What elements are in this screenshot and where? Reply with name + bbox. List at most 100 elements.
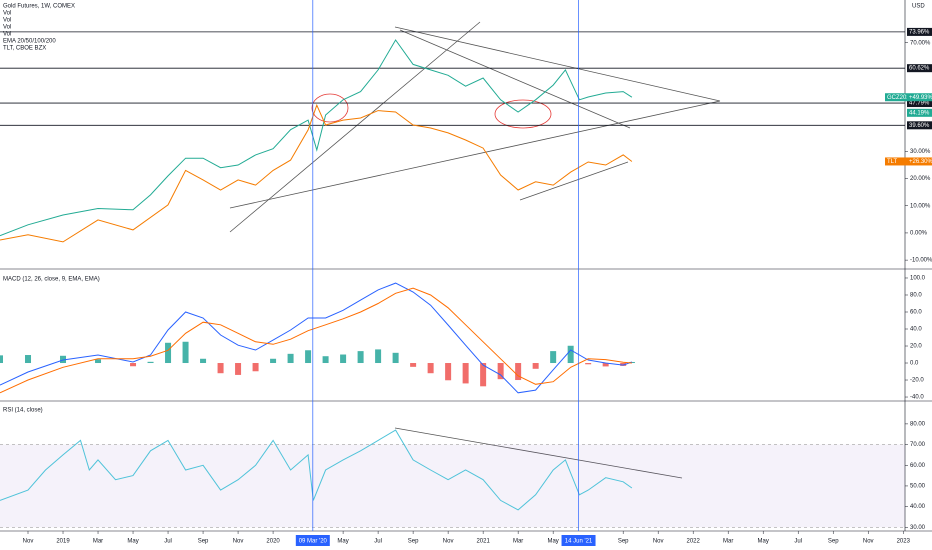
x-tick-label: Jul — [164, 539, 172, 545]
y-tick-label: 0.00% — [910, 231, 928, 237]
last-value-label: +26.30% — [909, 159, 932, 165]
annotation-label: 44.19% — [909, 110, 930, 116]
histogram-bar — [445, 363, 452, 381]
rsi-title: RSI (14, close) — [3, 408, 43, 414]
pane-borders — [0, 0, 932, 532]
histogram-bar — [585, 363, 592, 365]
macd-title: MACD (12, 26, close, 9, EMA, EMA) — [3, 277, 100, 283]
histogram-bar — [427, 363, 434, 374]
last-value-bg — [907, 93, 932, 102]
histogram-bar — [357, 351, 364, 364]
x-tick-label: 2019 — [56, 539, 70, 545]
histogram-bar — [95, 359, 102, 364]
y-tick-label: 60.00 — [910, 463, 926, 469]
histogram-bar — [287, 353, 294, 364]
y-tick-label: 70.00% — [910, 40, 931, 46]
y-tick-label: 20.0 — [910, 344, 922, 350]
series-line — [0, 287, 632, 394]
histogram-bar — [410, 363, 417, 367]
y-tick-label: 10.00% — [910, 203, 931, 209]
trendline — [399, 29, 631, 129]
histogram-bar — [305, 350, 312, 364]
y-tick-label: 20.00% — [910, 176, 931, 182]
x-tick-label: May — [547, 539, 558, 545]
main-title: Gold Futures, 1W, COMEX — [3, 4, 75, 10]
x-tick-label: Nov — [443, 539, 454, 545]
trendline — [229, 21, 481, 233]
x-tick-label: Mar — [93, 539, 103, 545]
histogram-bar — [550, 351, 557, 364]
y-tick-label: 80.0 — [910, 293, 922, 299]
x-tick-label: May — [337, 539, 348, 545]
histogram-bar — [620, 363, 627, 366]
y-tick-label: 100.0 — [910, 276, 926, 282]
series-line — [0, 103, 633, 243]
x-marker-bg — [295, 535, 330, 546]
series-name: GCZ2021 — [887, 95, 914, 101]
histogram-bar — [147, 361, 154, 364]
y-tick-label: 30.00% — [910, 149, 931, 155]
histogram-bar — [322, 356, 329, 364]
currency: USD — [912, 4, 925, 10]
x-tick-label: Mar — [723, 539, 733, 545]
x-tick-label: Sep — [618, 539, 629, 545]
level-label: 73.96% — [909, 29, 930, 35]
x-tick-label: Nov — [233, 539, 244, 545]
histogram-bar — [252, 363, 259, 372]
y-tick-label: 50.00 — [910, 484, 926, 490]
y-tick-label: 30.00 — [910, 525, 926, 531]
x-tick-label: 2023 — [897, 539, 911, 545]
y-tick-label: 60.0 — [910, 310, 922, 316]
x-tick-label: 2021 — [476, 539, 490, 545]
trendline — [394, 427, 683, 479]
level-label: 60.62% — [909, 66, 930, 72]
legend-item: Vol — [3, 25, 11, 31]
x-marker-label: 14 Jun '21 — [565, 539, 593, 545]
series-line — [0, 429, 633, 511]
last-value-bg — [907, 157, 932, 166]
y-tick-label: -10.00% — [910, 258, 932, 264]
histogram-bar — [217, 363, 224, 374]
series-name: TLT — [887, 159, 898, 165]
trendline — [229, 100, 721, 209]
y-tick-label: 0.0 — [910, 361, 919, 367]
histogram-bar — [567, 345, 574, 364]
x-tick-label: May — [127, 539, 138, 545]
y-tick-label: -40.0 — [910, 395, 924, 401]
x-tick-label: Nov — [863, 539, 874, 545]
y-tick-label: 40.0 — [910, 327, 922, 333]
histogram-bar — [0, 355, 3, 364]
x-tick-label: 2022 — [687, 539, 701, 545]
legend-item: Vol — [3, 18, 11, 24]
x-tick-label: 2020 — [266, 539, 280, 545]
histogram-bar — [270, 358, 277, 364]
x-tick-label: Nov — [23, 539, 34, 545]
histogram-bar — [375, 349, 382, 364]
histogram-bar — [25, 355, 32, 364]
level-label: 47.79% — [909, 101, 930, 107]
level-label-bg — [907, 121, 932, 130]
histogram-bar — [340, 354, 347, 364]
histogram-bar — [462, 363, 469, 384]
x-tick-label: Jul — [374, 539, 382, 545]
y-tick-label: 80.00 — [910, 421, 926, 427]
y-tick-label: 40.00 — [910, 504, 926, 510]
histogram-bar — [480, 363, 487, 387]
legend-item: EMA 20/50/100/200 — [3, 39, 56, 45]
histogram-bar — [532, 363, 539, 369]
last-value-label: +49.93% — [909, 95, 932, 101]
legend-item: Vol — [3, 32, 11, 38]
series-line — [0, 282, 633, 394]
x-marker-label: 09 Mar '20 — [299, 539, 328, 545]
level-label-bg — [907, 99, 932, 108]
series-name-bg — [885, 157, 907, 166]
series-line — [0, 39, 633, 237]
legend-item: TLT, CBOE BZX — [3, 46, 46, 52]
level-label: 39.60% — [909, 123, 930, 129]
histogram-bar — [165, 342, 172, 364]
y-tick-label: -20.0 — [910, 378, 924, 384]
x-tick-label: Jul — [794, 539, 802, 545]
histogram-bar — [235, 363, 242, 375]
